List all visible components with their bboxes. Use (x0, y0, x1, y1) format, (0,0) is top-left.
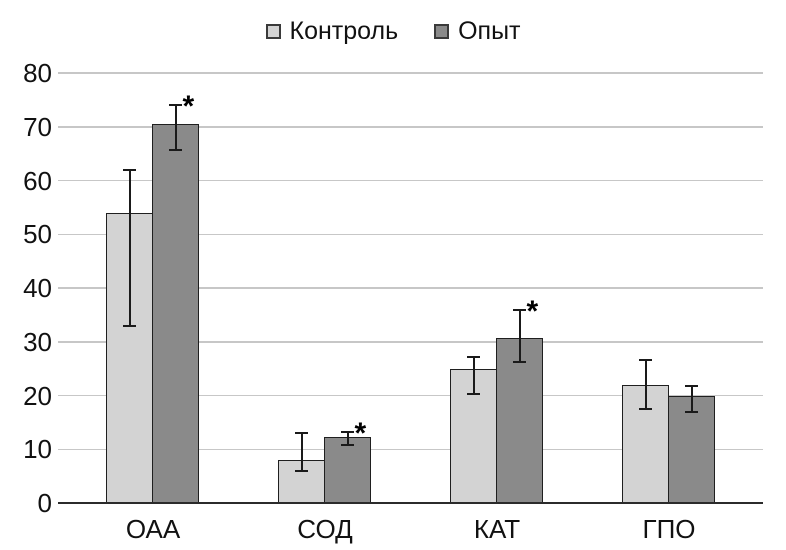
y-axis-tick-label: 40 (23, 273, 52, 303)
gridline (58, 179, 763, 182)
legend-item-control: Контроль (265, 16, 399, 46)
bar (152, 124, 199, 503)
y-axis-tick-label: 80 (23, 58, 52, 88)
x-axis-category-label: ГПО (642, 514, 696, 544)
x-axis-category-label: КАТ (473, 514, 521, 544)
x-axis-category-label: СОД (297, 514, 353, 544)
error-bar-cap (123, 324, 136, 327)
y-axis-tick-label: 30 (23, 326, 52, 357)
error-bar-cap (295, 432, 308, 435)
error-bar (346, 431, 349, 445)
bar (496, 337, 543, 503)
y-axis-tick-label: 20 (23, 380, 52, 411)
error-bar-cap (467, 355, 480, 358)
error-bar-cap (169, 104, 182, 107)
error-bar (518, 310, 521, 363)
gridline (58, 287, 763, 289)
y-axis-tick-label: 70 (23, 111, 52, 142)
error-bar-cap (513, 309, 526, 312)
significance-asterisk: * (182, 90, 195, 124)
error-bar-cap (685, 384, 698, 387)
y-axis-tick-label: 60 (23, 165, 52, 196)
error-bar-cap (639, 359, 652, 362)
y-axis-tick-label: 10 (23, 434, 52, 465)
error-bar-cap (513, 361, 526, 364)
error-bar (690, 385, 693, 412)
gridline (58, 394, 763, 397)
gridline (58, 126, 763, 128)
gridline (58, 448, 763, 450)
gridline (58, 72, 763, 74)
legend-swatch-control-icon (265, 23, 281, 39)
x-axis-category-label: ОАА (125, 514, 181, 544)
legend-label-experiment: Опыт (458, 17, 521, 45)
error-bar (472, 356, 475, 394)
legend-label-control: Контроль (289, 17, 399, 45)
significance-asterisk: * (526, 295, 539, 329)
error-bar (128, 169, 131, 326)
error-bar (644, 360, 647, 409)
legend-swatch-experiment-icon (434, 23, 450, 39)
y-axis-tick-label: 50 (23, 219, 52, 250)
gridline (58, 233, 763, 235)
error-bar-cap (341, 443, 354, 446)
y-axis-tick-label: 0 (37, 488, 52, 518)
error-bar-cap (341, 430, 354, 433)
error-bar-cap (639, 407, 652, 410)
x-axis-line (58, 502, 763, 504)
error-bar-cap (467, 392, 480, 395)
chart-legend: Контроль Опыт (0, 16, 786, 46)
bar (668, 395, 715, 503)
error-bar (300, 433, 303, 471)
error-bar-cap (169, 148, 182, 151)
gridline (58, 341, 763, 343)
error-bar (174, 105, 177, 150)
significance-asterisk: * (354, 416, 367, 450)
error-bar-cap (685, 410, 698, 413)
error-bar-cap (295, 469, 308, 472)
error-bar-cap (123, 168, 136, 171)
legend-item-experiment: Опыт (434, 16, 521, 46)
